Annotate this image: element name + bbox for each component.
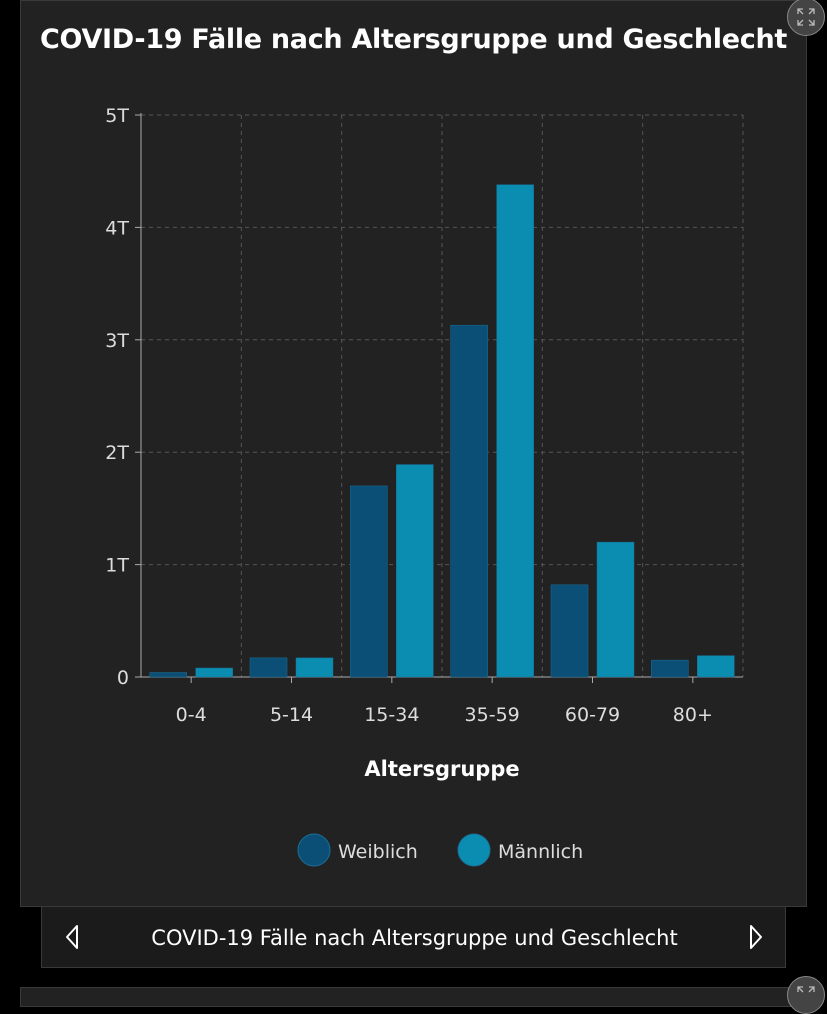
- chart-panel: [20, 0, 807, 907]
- chart-navigation: COVID-19 Fälle nach Altersgruppe und Ges…: [41, 906, 786, 968]
- y-tick-label: 3T: [105, 330, 129, 352]
- bar-männlich: [496, 184, 534, 678]
- bar-männlich: [596, 541, 635, 678]
- y-tick-label: 0: [117, 667, 129, 689]
- nav-title: COVID-19 Fälle nach Altersgruppe und Ges…: [151, 926, 678, 950]
- bar-weiblich: [450, 324, 488, 678]
- x-tick-label: 60-79: [565, 704, 620, 726]
- bar-weiblich: [350, 485, 388, 678]
- expand-button-next[interactable]: [787, 976, 825, 1014]
- bar-weiblich: [249, 657, 288, 678]
- chevron-left-icon[interactable]: [60, 923, 84, 951]
- bar-männlich: [195, 667, 233, 678]
- bar-männlich: [697, 655, 735, 678]
- x-tick-label: 15-34: [364, 704, 419, 726]
- y-tick-label: 5T: [105, 105, 129, 127]
- x-axis-title: Altersgruppe: [364, 757, 519, 781]
- y-tick-label: 2T: [105, 442, 129, 464]
- bar-weiblich: [550, 584, 589, 678]
- y-tick-label: 4T: [105, 217, 129, 239]
- chart-title: COVID-19 Fälle nach Altersgruppe und Ges…: [40, 24, 787, 55]
- legend-marker-männlich: [457, 833, 491, 867]
- x-tick-label: 0-4: [176, 704, 207, 726]
- expand-icon: [797, 8, 815, 26]
- y-tick-label: 1T: [105, 555, 129, 577]
- x-tick-label: 80+: [673, 704, 713, 726]
- x-tick-label: 35-59: [465, 704, 520, 726]
- bar-chart: 0 1T 2T 3T 4T 5T 0-4 5-14 15-34 35-59 60-79 80+ Alte…: [105, 105, 744, 867]
- bar-männlich: [396, 464, 434, 678]
- bar-männlich: [295, 657, 334, 678]
- x-tick-label: 5-14: [270, 704, 313, 726]
- legend-marker-weiblich: [297, 833, 331, 867]
- expand-icon: [797, 986, 815, 993]
- bar-weiblich: [651, 659, 689, 678]
- legend-label: Männlich: [498, 841, 583, 863]
- next-chart-panel: [20, 987, 807, 1007]
- legend-label: Weiblich: [338, 841, 418, 863]
- chevron-right-icon[interactable]: [744, 923, 768, 951]
- expand-button[interactable]: [787, 0, 825, 36]
- bar-weiblich: [149, 672, 187, 678]
